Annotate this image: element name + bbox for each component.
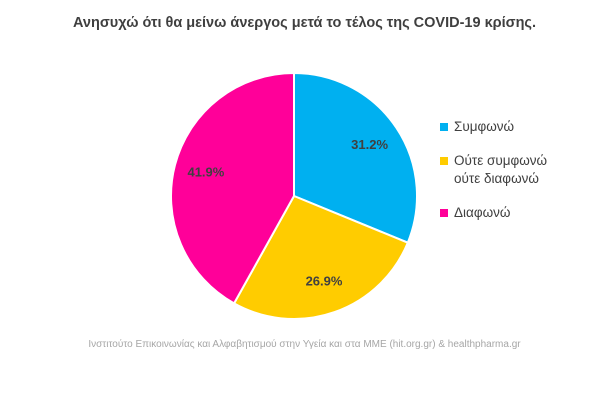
legend-item-agree: Συμφωνώ xyxy=(440,118,600,136)
legend-swatch-agree xyxy=(440,123,448,131)
pie-value-labels: 31.2% 26.9% 41.9% xyxy=(187,137,388,289)
legend-swatch-disagree xyxy=(440,209,448,217)
pie-value-label-disagree: 41.9% xyxy=(187,165,224,180)
pie-slice-agree xyxy=(293,71,418,245)
pie-value-label-agree: 31.2% xyxy=(351,137,388,152)
chart-title: Ανησυχώ ότι θα μείνω άνεργος μετά το τέλ… xyxy=(72,15,537,31)
pie-slice-disagree xyxy=(170,71,295,305)
legend-label-agree: Συμφωνώ xyxy=(454,119,515,134)
pie-slices xyxy=(170,71,418,320)
legend-label-disagree: Διαφωνώ xyxy=(454,205,511,220)
chart-legend: Συμφωνώ Ούτε συμφωνώ ούτε διαφωνώ Διαφων… xyxy=(440,118,600,238)
legend-item-disagree: Διαφωνώ xyxy=(440,204,600,222)
source-note: Ινστιτούτο Επικοινωνίας και Αλφαβητισμού… xyxy=(88,339,521,350)
legend-swatch-neutral xyxy=(440,157,448,165)
legend-item-neutral: Ούτε συμφωνώ ούτε διαφωνώ xyxy=(440,152,600,188)
legend-label-neutral: Ούτε συμφωνώ ούτε διαφωνώ xyxy=(454,153,548,186)
pie-value-label-neutral: 26.9% xyxy=(306,273,343,288)
